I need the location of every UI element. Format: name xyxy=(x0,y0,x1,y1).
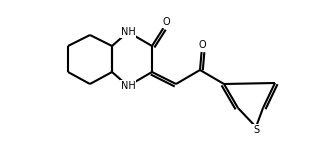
Text: NH: NH xyxy=(121,27,135,37)
Text: O: O xyxy=(162,17,170,27)
Text: S: S xyxy=(253,125,259,135)
Text: O: O xyxy=(198,40,206,50)
Text: NH: NH xyxy=(121,81,135,91)
